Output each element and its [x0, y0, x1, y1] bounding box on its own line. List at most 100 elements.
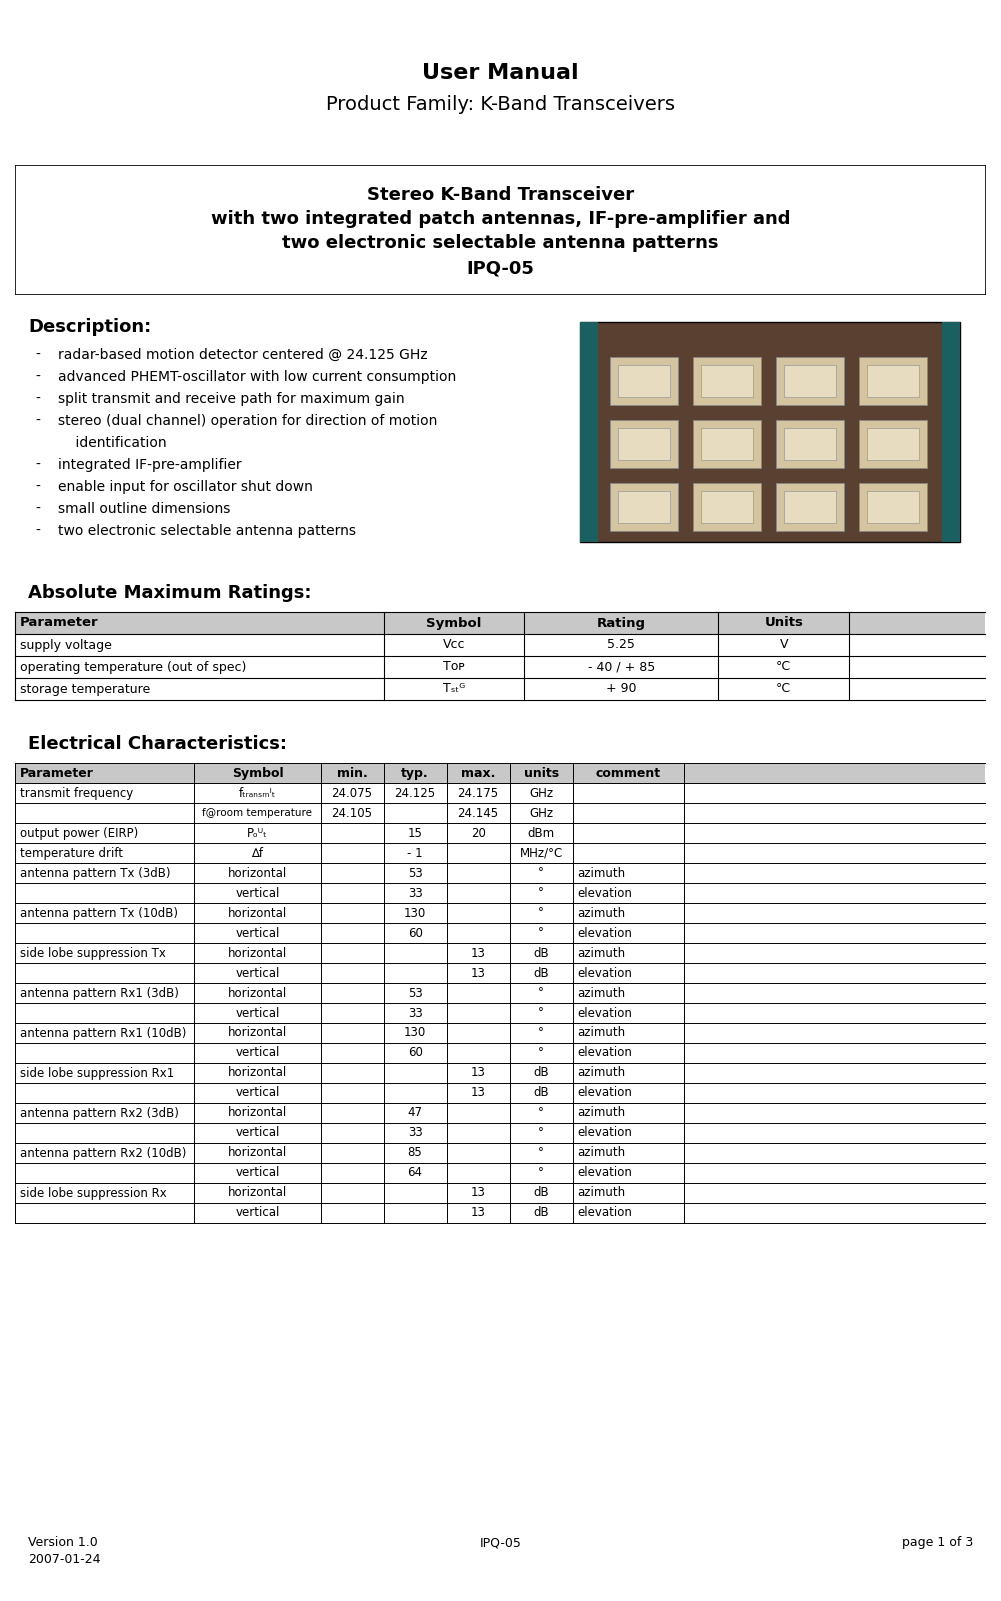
Bar — [580, 322, 960, 543]
Bar — [238, 1518, 240, 1553]
Text: GHz: GHz — [530, 807, 554, 820]
Text: operating temperature (out of spec): operating temperature (out of spec) — [20, 661, 246, 674]
Bar — [867, 427, 919, 459]
Bar — [776, 419, 844, 467]
Text: InnoSenT: InnoSenT — [270, 18, 343, 32]
Text: min.: min. — [336, 767, 367, 780]
Text: Symbol: Symbol — [231, 767, 283, 780]
Bar — [609, 8, 611, 43]
Text: dBm: dBm — [528, 826, 555, 839]
Text: Description:: Description: — [28, 319, 151, 336]
Text: V: V — [780, 639, 788, 652]
Text: °C: °C — [776, 661, 791, 674]
Bar — [610, 484, 678, 532]
Text: Parameter: Parameter — [20, 767, 94, 780]
Text: °: ° — [539, 1106, 545, 1119]
Bar — [595, 1518, 597, 1553]
Text: -: - — [35, 503, 40, 516]
Bar — [610, 419, 678, 467]
Text: vertical: vertical — [235, 1207, 279, 1220]
Text: 130: 130 — [404, 906, 426, 919]
Text: - 40 / + 85: - 40 / + 85 — [588, 661, 655, 674]
Text: Product Family: K-Band Transceivers: Product Family: K-Band Transceivers — [326, 96, 675, 115]
Text: vertical: vertical — [235, 1007, 279, 1020]
Text: antenna pattern Rx1 (3dB): antenna pattern Rx1 (3dB) — [20, 986, 179, 999]
Text: antenna pattern Rx2 (10dB): antenna pattern Rx2 (10dB) — [20, 1146, 186, 1159]
Bar — [68, 1518, 70, 1553]
Text: -: - — [35, 480, 40, 495]
Text: Absolute Maximum Ratings:: Absolute Maximum Ratings: — [28, 584, 311, 602]
Text: °: ° — [539, 1167, 545, 1180]
Bar — [588, 18, 590, 43]
Bar — [252, 1518, 254, 1553]
Bar — [390, 8, 392, 43]
Text: units: units — [524, 767, 559, 780]
Text: -: - — [35, 415, 40, 427]
Text: antenna pattern Rx1 (10dB): antenna pattern Rx1 (10dB) — [20, 1026, 186, 1039]
Bar — [54, 8, 56, 43]
Bar — [799, 8, 801, 43]
Bar — [623, 8, 625, 43]
Text: horizontal: horizontal — [228, 946, 287, 959]
Bar — [425, 18, 427, 43]
Bar — [813, 1518, 815, 1553]
Text: InnoSenT: InnoSenT — [641, 1527, 714, 1542]
Text: supply voltage: supply voltage — [20, 639, 112, 652]
Text: storage temperature: storage temperature — [20, 682, 150, 695]
Text: max.: max. — [461, 767, 495, 780]
Text: °: ° — [539, 866, 545, 879]
Bar — [217, 1527, 219, 1553]
Bar — [68, 8, 70, 43]
Text: 20: 20 — [470, 826, 485, 839]
Bar — [806, 18, 808, 43]
Bar — [238, 8, 240, 43]
Bar — [61, 18, 63, 43]
Text: 13: 13 — [470, 1066, 485, 1079]
Bar — [581, 8, 583, 43]
Text: 24.075: 24.075 — [331, 786, 372, 799]
Bar — [618, 427, 670, 459]
Text: identification: identification — [58, 435, 166, 450]
Bar — [778, 18, 780, 43]
Bar — [397, 1527, 399, 1553]
Text: vertical: vertical — [235, 1127, 279, 1140]
Text: ∆f: ∆f — [251, 847, 263, 860]
Bar — [580, 322, 598, 543]
Bar — [47, 1527, 49, 1553]
Text: °: ° — [539, 1026, 545, 1039]
Bar — [778, 1527, 780, 1553]
Bar — [15, 764, 985, 783]
Text: page 1 of 3: page 1 of 3 — [902, 1535, 973, 1550]
Bar — [245, 18, 247, 43]
Text: elevation: elevation — [578, 887, 633, 900]
Text: dB: dB — [534, 1186, 549, 1199]
Text: °: ° — [539, 1127, 545, 1140]
Text: vertical: vertical — [235, 967, 279, 980]
Bar — [616, 1527, 618, 1553]
Text: fₜᵣₐₙₛₘᴵₜ: fₜᵣₐₙₛₘᴵₜ — [239, 786, 276, 799]
Text: side lobe suppression Rx1: side lobe suppression Rx1 — [20, 1066, 174, 1079]
Bar — [776, 357, 844, 405]
Text: antenna pattern Rx2 (3dB): antenna pattern Rx2 (3dB) — [20, 1106, 179, 1119]
Text: typ.: typ. — [401, 767, 429, 780]
Text: 13: 13 — [470, 1207, 485, 1220]
Bar — [785, 1518, 787, 1553]
Bar — [47, 18, 49, 43]
Text: azimuth: azimuth — [578, 866, 626, 879]
Text: elevation: elevation — [578, 1087, 633, 1100]
Text: 13: 13 — [470, 1186, 485, 1199]
Text: 33: 33 — [407, 887, 422, 900]
Text: azimuth: azimuth — [578, 1026, 626, 1039]
Bar — [411, 1527, 413, 1553]
Text: InnoSenT: InnoSenT — [831, 1527, 904, 1542]
Bar — [785, 8, 787, 43]
Text: °: ° — [539, 927, 545, 940]
Text: antenna pattern Tx (10dB): antenna pattern Tx (10dB) — [20, 906, 178, 919]
Text: Electrical Characteristics:: Electrical Characteristics: — [28, 735, 287, 752]
Bar — [602, 18, 604, 43]
Bar — [231, 18, 233, 43]
Bar — [404, 1518, 406, 1553]
Bar — [867, 365, 919, 397]
Bar — [859, 419, 927, 467]
Text: elevation: elevation — [578, 1007, 633, 1020]
